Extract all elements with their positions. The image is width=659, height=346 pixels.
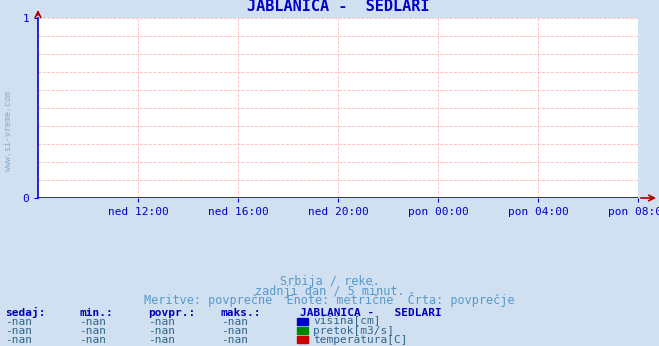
Text: maks.:: maks.:: [221, 308, 261, 318]
Text: -nan: -nan: [221, 335, 248, 345]
Text: -nan: -nan: [5, 317, 32, 327]
Text: zadnji dan / 5 minut.: zadnji dan / 5 minut.: [254, 285, 405, 298]
Text: -nan: -nan: [5, 326, 32, 336]
Text: višina[cm]: višina[cm]: [313, 316, 380, 327]
Text: -nan: -nan: [5, 335, 32, 345]
Text: sedaj:: sedaj:: [5, 307, 45, 318]
Text: -nan: -nan: [79, 317, 106, 327]
Text: -nan: -nan: [79, 326, 106, 336]
Text: Meritve: povprečne  Enote: metrične  Črta: povprečje: Meritve: povprečne Enote: metrične Črta:…: [144, 292, 515, 307]
Text: pretok[m3/s]: pretok[m3/s]: [313, 326, 394, 336]
Text: -nan: -nan: [221, 326, 248, 336]
Text: -nan: -nan: [221, 317, 248, 327]
Text: -nan: -nan: [79, 335, 106, 345]
Text: -nan: -nan: [148, 335, 175, 345]
Text: -nan: -nan: [148, 317, 175, 327]
Text: www.si-vreme.com: www.si-vreme.com: [4, 91, 13, 172]
Text: povpr.:: povpr.:: [148, 308, 196, 318]
Text: Srbija / reke.: Srbija / reke.: [279, 275, 380, 289]
Text: JABLANICA -   SEDLARI: JABLANICA - SEDLARI: [300, 308, 442, 318]
Text: temperatura[C]: temperatura[C]: [313, 335, 407, 345]
Text: min.:: min.:: [79, 308, 113, 318]
Text: -nan: -nan: [148, 326, 175, 336]
Title: JABLANICA -  SEDLARI: JABLANICA - SEDLARI: [246, 0, 429, 14]
